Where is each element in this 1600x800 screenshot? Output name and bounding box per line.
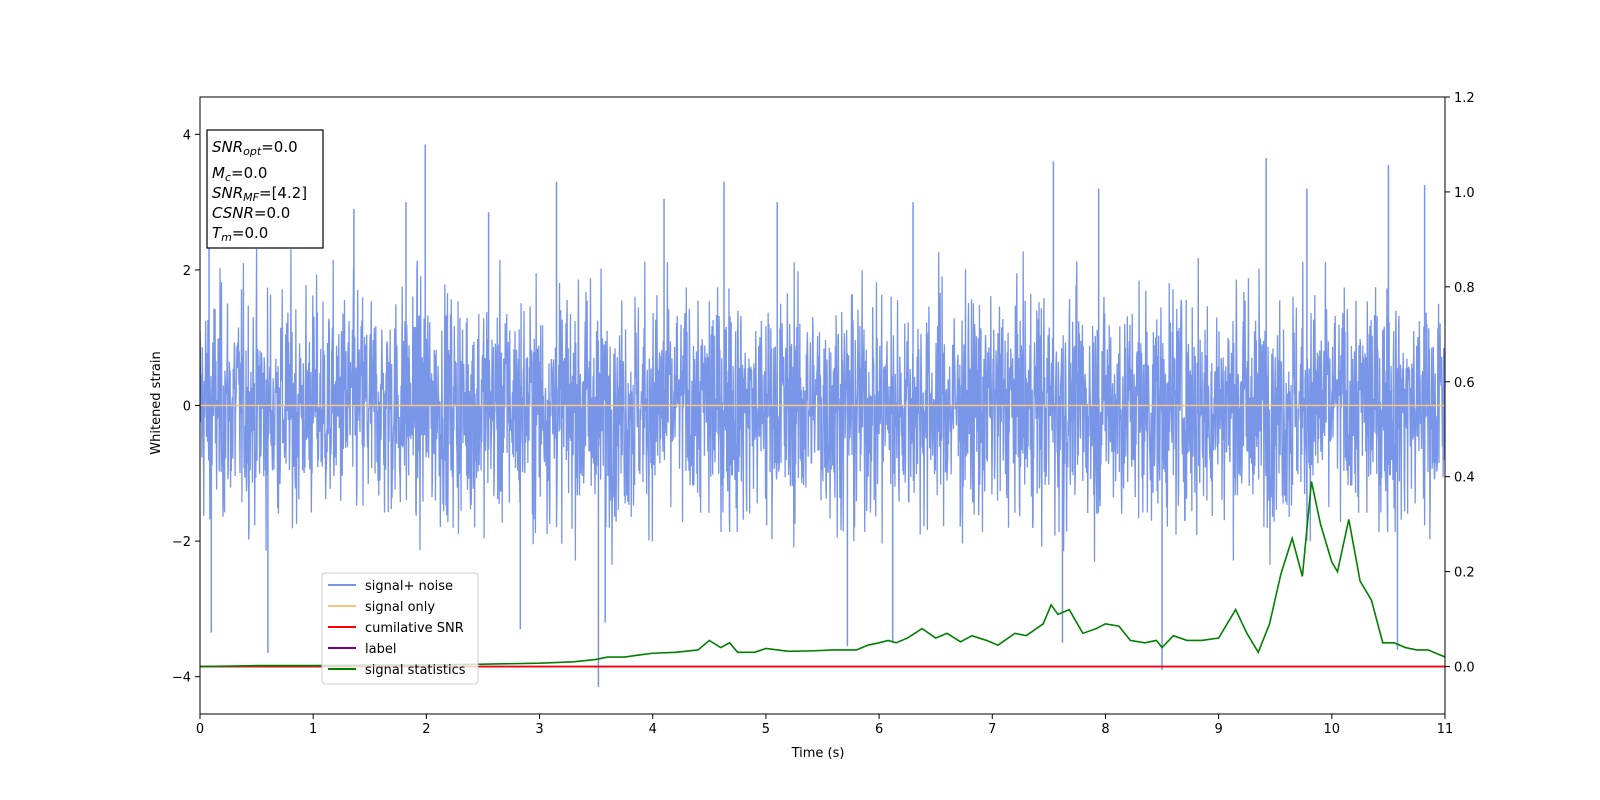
- x-tick-label: 6: [875, 722, 883, 737]
- y-tick-label: 2: [183, 264, 191, 279]
- legend-box: [321, 572, 479, 685]
- x-tick-label: 9: [1214, 722, 1222, 737]
- y-tick-label: −2: [172, 535, 191, 550]
- legend-label: signal statistics: [365, 663, 466, 678]
- annotation-snr-mf: SNRMF=[4.2]: [212, 184, 307, 204]
- y2-tick-label: 1.2: [1454, 91, 1475, 106]
- annotation-tm: Tm=0.0: [212, 224, 268, 244]
- y-tick-label: 0: [183, 400, 191, 415]
- x-tick-label: 2: [422, 722, 430, 737]
- x-tick-label: 4: [649, 722, 657, 737]
- series-signal-noise: [200, 249, 1445, 565]
- annotation-csnr: CSNR=0.0: [212, 204, 290, 222]
- x-tick-label: 7: [988, 722, 996, 737]
- annotation-snr-opt: SNRopt=0.0: [212, 138, 298, 158]
- y-axis-right: 0.0 0.2 0.4 0.6 0.8 1.0 1.2: [1445, 91, 1475, 676]
- y2-tick-label: 0.6: [1454, 376, 1475, 391]
- noise-series-layer: [200, 144, 1445, 687]
- y2-tick-label: 0.2: [1454, 566, 1475, 581]
- x-axis: 0 1 2 3 4 5 6 7 8 9 10 11: [196, 714, 1453, 737]
- x-tick-label: 8: [1101, 722, 1109, 737]
- y2-tick-label: 1.0: [1454, 186, 1475, 201]
- y-tick-label: 4: [183, 128, 191, 143]
- x-tick-label: 0: [196, 722, 204, 737]
- y-tick-label: −4: [172, 671, 191, 686]
- annotation-mc: Mc=0.0: [212, 164, 267, 184]
- x-tick-label: 11: [1437, 722, 1454, 737]
- legend-label: cumilative SNR: [365, 621, 464, 636]
- legend-label: signal+ noise: [365, 579, 453, 594]
- annotation-box: SNRopt=0.0 Mc=0.0 SNRMF=[4.2] CSNR=0.0 T…: [206, 129, 324, 249]
- legend-label: label: [365, 642, 396, 657]
- legend-label: signal only: [365, 600, 435, 615]
- y2-tick-label: 0.0: [1454, 661, 1475, 676]
- y-axis-left: −4 −2 0 2 4: [172, 128, 200, 686]
- y-axis-label: Whitened strain: [149, 351, 164, 454]
- series-signal-statistics: [200, 481, 1445, 668]
- x-tick-label: 3: [535, 722, 543, 737]
- x-axis-label: Time (s): [791, 746, 845, 761]
- legend: signal+ noise signal only cumilative SNR la…: [321, 572, 479, 685]
- y2-tick-label: 0.4: [1454, 471, 1475, 486]
- x-tick-label: 1: [309, 722, 317, 737]
- y2-tick-label: 0.8: [1454, 281, 1475, 296]
- x-tick-label: 10: [1324, 722, 1341, 737]
- x-tick-label: 5: [762, 722, 770, 737]
